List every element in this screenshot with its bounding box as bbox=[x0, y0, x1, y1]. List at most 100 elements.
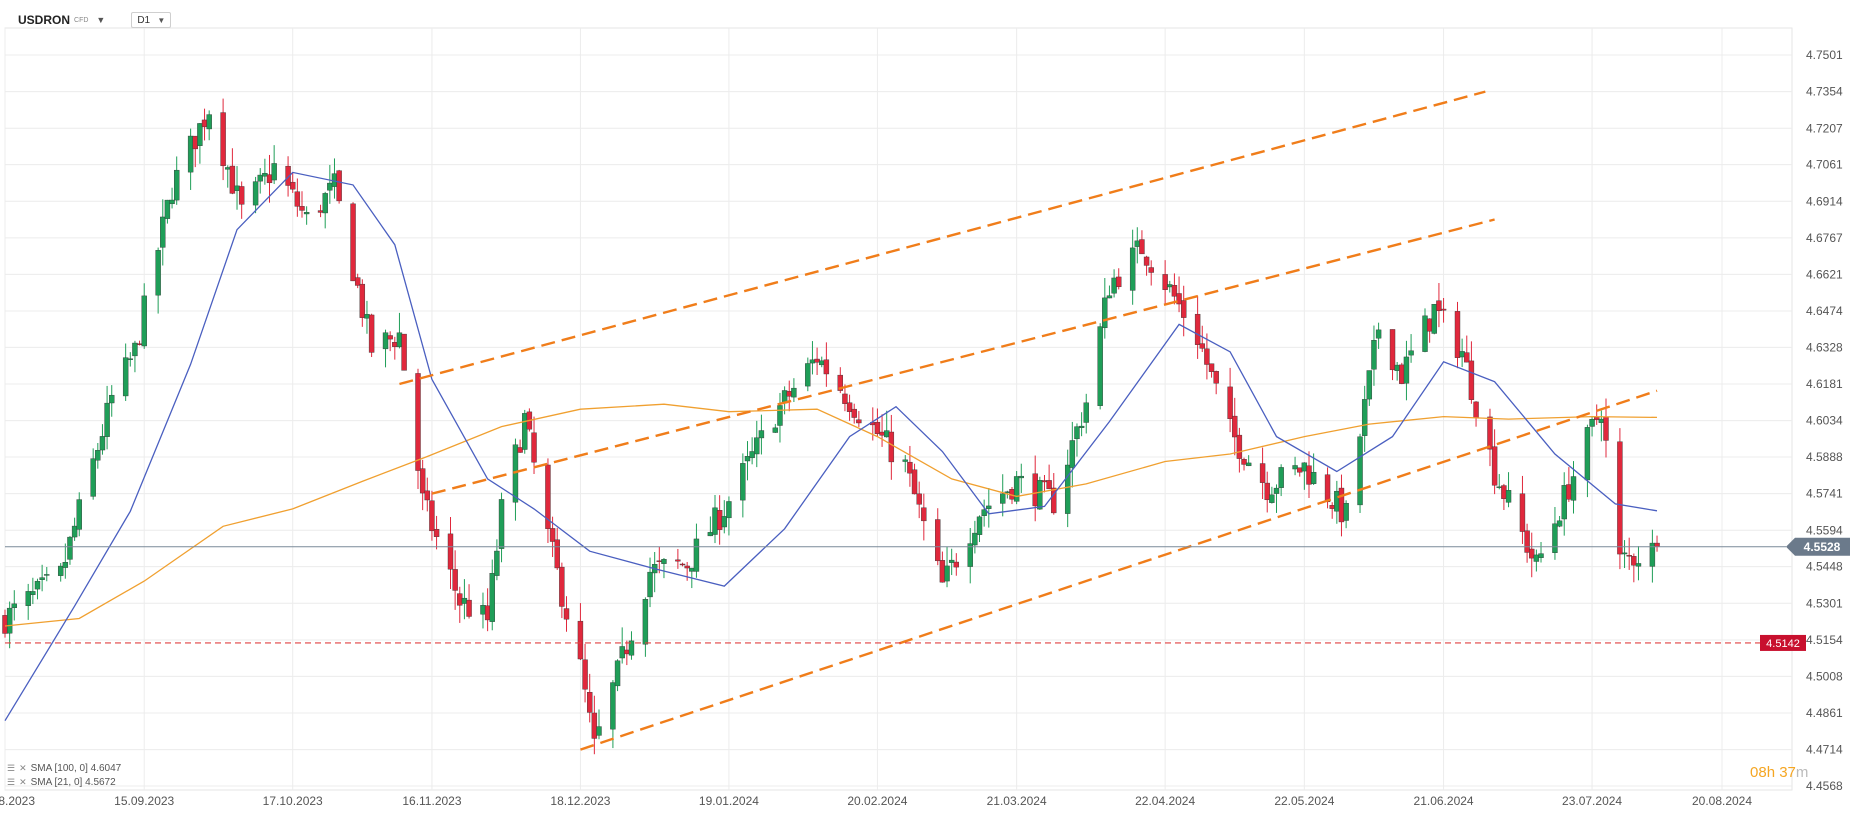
candle bbox=[972, 520, 978, 554]
candle-body bbox=[1046, 480, 1052, 490]
candle bbox=[354, 273, 361, 289]
candle bbox=[34, 578, 41, 600]
candle-body bbox=[290, 181, 296, 190]
indicator-settings-icon[interactable]: ☰ bbox=[7, 763, 16, 773]
candle bbox=[187, 128, 194, 190]
candle-body bbox=[967, 543, 973, 567]
candle bbox=[164, 199, 171, 224]
candle-body bbox=[1552, 523, 1558, 553]
symbol-name[interactable]: USDRON bbox=[18, 13, 71, 27]
candle-body bbox=[814, 358, 820, 363]
candle bbox=[846, 394, 853, 421]
candle bbox=[596, 709, 602, 740]
candle-body bbox=[679, 563, 686, 566]
candle bbox=[498, 492, 505, 563]
candle-body bbox=[791, 387, 797, 398]
candle bbox=[252, 176, 259, 214]
candle bbox=[888, 414, 895, 480]
candle bbox=[1561, 472, 1567, 536]
candle-body bbox=[1389, 329, 1396, 371]
candle-body bbox=[1194, 313, 1201, 345]
legend-label: SMA [100, 0] 4.6047 bbox=[30, 763, 122, 774]
candle-body bbox=[517, 447, 523, 453]
candle-body bbox=[1361, 399, 1368, 436]
candle-body bbox=[257, 174, 263, 182]
candle bbox=[197, 123, 203, 164]
candle-body bbox=[1603, 416, 1609, 441]
y-axis-tick-label: 4.6621 bbox=[1806, 267, 1843, 281]
candle-body bbox=[1310, 471, 1317, 484]
candle bbox=[1464, 335, 1470, 363]
remove-indicator-icon[interactable]: ✕ bbox=[19, 763, 27, 773]
candle-body bbox=[1083, 402, 1089, 423]
candle-body bbox=[1236, 434, 1243, 459]
candle-body bbox=[1004, 491, 1011, 494]
candle-body bbox=[1524, 530, 1530, 553]
candle-body bbox=[1487, 416, 1493, 450]
candle bbox=[350, 202, 356, 282]
candle bbox=[173, 156, 180, 205]
candle bbox=[805, 357, 811, 392]
candle bbox=[948, 548, 955, 576]
indicator-settings-icon[interactable]: ☰ bbox=[7, 777, 16, 787]
y-axis-tick-label: 4.5448 bbox=[1806, 560, 1843, 574]
candle-body bbox=[1018, 475, 1024, 479]
candle bbox=[1194, 295, 1201, 359]
candle-body bbox=[173, 169, 180, 201]
candle bbox=[1264, 471, 1270, 513]
candle-body bbox=[1074, 426, 1080, 440]
candle-body bbox=[1301, 462, 1308, 472]
legend-sma21[interactable]: ☰ ✕ SMA [21, 0] 4.5672 bbox=[7, 777, 116, 788]
timeframe-select[interactable]: D1 ▼ bbox=[131, 12, 172, 28]
countdown-hours-unit: h bbox=[1766, 764, 1776, 781]
candle bbox=[744, 441, 751, 481]
candle bbox=[169, 187, 175, 209]
candle-body bbox=[396, 332, 403, 348]
candle-body bbox=[424, 490, 430, 501]
candle-body bbox=[610, 682, 616, 730]
candle-body bbox=[1357, 436, 1363, 506]
candle bbox=[512, 438, 519, 521]
candle-body bbox=[419, 468, 426, 494]
candle bbox=[679, 562, 686, 567]
candle-body bbox=[1273, 487, 1280, 494]
candle-body bbox=[1436, 300, 1442, 312]
candle-body bbox=[740, 463, 746, 501]
candle-body bbox=[1148, 267, 1154, 273]
candle-body bbox=[192, 135, 198, 150]
candle-body bbox=[1422, 315, 1428, 352]
candle-body bbox=[1408, 350, 1414, 356]
candle bbox=[1037, 476, 1043, 510]
candle bbox=[628, 631, 635, 660]
candle bbox=[447, 517, 454, 590]
symbol-dropdown-icon[interactable]: ▼ bbox=[96, 15, 106, 25]
x-axis-tick-label: 23.07.2024 bbox=[1562, 794, 1622, 808]
candle bbox=[981, 499, 987, 527]
candle-body bbox=[197, 123, 203, 146]
candle bbox=[62, 543, 69, 579]
candle-body bbox=[201, 119, 208, 128]
candle bbox=[25, 583, 31, 620]
candle-body bbox=[1245, 462, 1252, 467]
candle-body bbox=[1111, 277, 1117, 294]
candle-body bbox=[433, 528, 440, 537]
legend-sma100[interactable]: ☰ ✕ SMA [100, 0] 4.6047 bbox=[7, 763, 121, 774]
candle bbox=[1538, 541, 1544, 563]
candle-body bbox=[1394, 364, 1400, 371]
candle-body bbox=[1426, 318, 1433, 332]
candle bbox=[71, 517, 78, 541]
candle-body bbox=[1649, 542, 1656, 567]
candle-body bbox=[1338, 487, 1345, 523]
candle bbox=[577, 603, 584, 661]
candle-body bbox=[689, 567, 695, 572]
candle bbox=[758, 414, 765, 455]
candle-body bbox=[1631, 556, 1637, 566]
candle-body bbox=[39, 577, 45, 580]
candle-body bbox=[1116, 276, 1122, 288]
candle-body bbox=[819, 360, 825, 366]
candle-body bbox=[1371, 340, 1377, 370]
candle bbox=[294, 178, 301, 217]
candle-body bbox=[1129, 247, 1136, 291]
remove-indicator-icon[interactable]: ✕ bbox=[19, 777, 27, 787]
